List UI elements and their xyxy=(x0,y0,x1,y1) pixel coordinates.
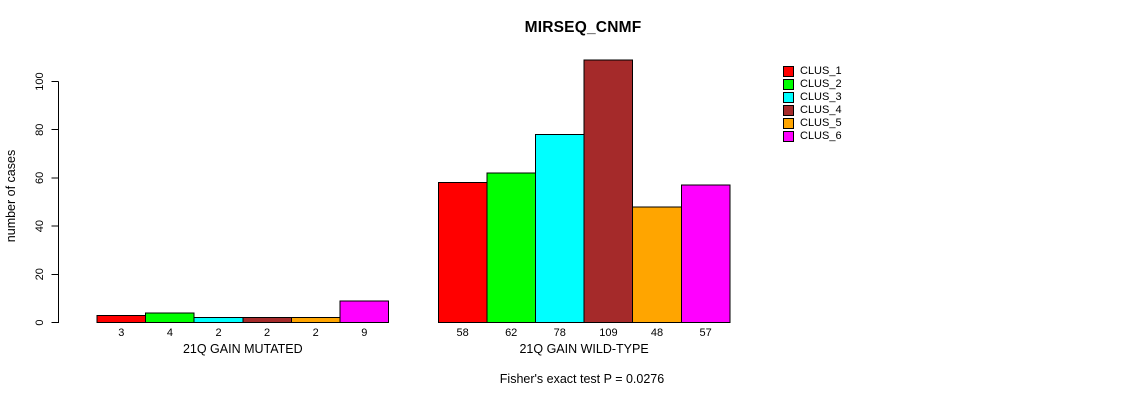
group-label: 21Q GAIN MUTATED xyxy=(183,342,303,356)
legend-item-label: CLUS_3 xyxy=(800,91,842,103)
fisher-test-annotation: Fisher's exact test P = 0.0276 xyxy=(499,372,665,386)
bar-clus_5 xyxy=(290,317,341,323)
bar-value-label: 48 xyxy=(651,327,663,339)
legend: CLUS_1 CLUS_2 CLUS_3 CLUS_4 CLUS_5 CLUS_6 xyxy=(783,65,842,143)
bar-value-label: 4 xyxy=(167,327,173,339)
legend-swatch-clus_2 xyxy=(783,79,794,90)
legend-swatch-clus_5 xyxy=(783,118,794,129)
bar-value-label: 2 xyxy=(215,327,221,339)
legend-item: CLUS_5 xyxy=(783,117,842,130)
group-label: 21Q GAIN WILD-TYPE xyxy=(519,342,648,356)
y-tick-label: 40 xyxy=(34,220,46,232)
legend-item-label: CLUS_4 xyxy=(800,104,842,116)
bar-clus_3 xyxy=(535,134,585,323)
legend-item-label: CLUS_5 xyxy=(800,117,842,129)
legend-item: CLUS_6 xyxy=(783,130,842,143)
bar-clus_1 xyxy=(96,314,147,323)
y-tick-label: 0 xyxy=(34,319,46,325)
bar-clus_4 xyxy=(242,317,292,323)
bar-value-label: 109 xyxy=(599,327,617,339)
bar-clus_3 xyxy=(193,317,244,323)
bar-clus_2 xyxy=(486,172,536,323)
legend-item-label: CLUS_6 xyxy=(800,130,842,142)
chart-title: MIRSEQ_CNMF xyxy=(524,19,642,36)
y-tick-label: 20 xyxy=(34,268,46,280)
legend-item-label: CLUS_2 xyxy=(800,78,842,90)
bar-clus_5 xyxy=(632,206,682,324)
bar-value-label: 57 xyxy=(699,327,711,339)
bar-clus_6 xyxy=(339,300,390,323)
legend-swatch-clus_1 xyxy=(783,66,794,77)
bar-clus_4 xyxy=(583,59,634,324)
bar-value-label: 58 xyxy=(456,327,468,339)
legend-swatch-clus_6 xyxy=(783,131,794,142)
legend-swatch-clus_3 xyxy=(783,92,794,103)
y-tick-label: 100 xyxy=(34,72,46,90)
bar-value-label: 3 xyxy=(118,327,124,339)
legend-swatch-clus_4 xyxy=(783,105,794,116)
legend-item: CLUS_2 xyxy=(783,78,842,91)
bar-value-label: 62 xyxy=(505,327,517,339)
legend-item-label: CLUS_1 xyxy=(800,65,842,77)
bar-clus_1 xyxy=(437,182,488,323)
bar-value-label: 9 xyxy=(361,327,367,339)
legend-item: CLUS_3 xyxy=(783,91,842,104)
bar-value-label: 2 xyxy=(313,327,319,339)
bar-clus_6 xyxy=(680,184,731,323)
bar-clus_2 xyxy=(145,312,195,323)
bar-value-label: 2 xyxy=(264,327,270,339)
legend-item: CLUS_4 xyxy=(783,104,842,117)
legend-item: CLUS_1 xyxy=(783,65,842,78)
y-tick-label: 80 xyxy=(34,124,46,136)
y-tick-label: 60 xyxy=(34,172,46,184)
bar-value-label: 78 xyxy=(554,327,566,339)
